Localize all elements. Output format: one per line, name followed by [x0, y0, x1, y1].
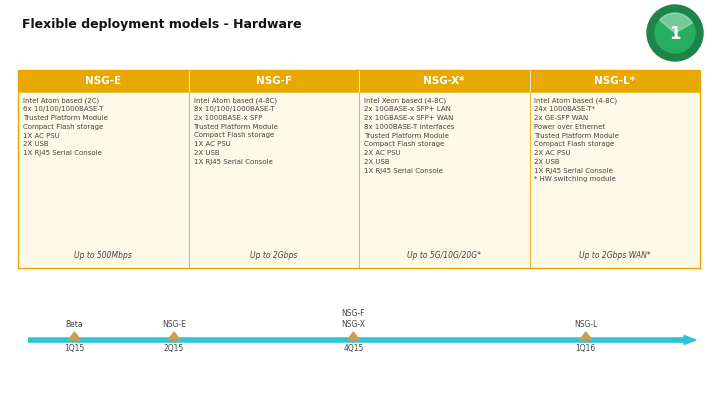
Polygon shape	[68, 332, 81, 340]
Text: 1Q16: 1Q16	[575, 344, 596, 353]
Text: 4Q15: 4Q15	[343, 344, 364, 353]
Text: 2Q15: 2Q15	[164, 344, 184, 353]
Text: NSG-E: NSG-E	[162, 320, 186, 329]
Polygon shape	[168, 332, 180, 340]
Text: NSG-L*: NSG-L*	[594, 76, 635, 86]
Polygon shape	[347, 332, 359, 340]
Text: NSG-X*: NSG-X*	[423, 76, 465, 86]
Bar	[359, 70, 529, 92]
Bar	[189, 92, 359, 268]
Polygon shape	[580, 332, 592, 340]
Bar	[359, 92, 529, 268]
Bar	[529, 70, 700, 92]
Circle shape	[655, 13, 695, 53]
Text: Up to 2Gbps: Up to 2Gbps	[250, 251, 297, 260]
Bar	[18, 70, 700, 268]
Bar	[18, 92, 189, 268]
FancyArrow shape	[680, 335, 696, 345]
Text: Intel Xeon based (4-8C)
2x 10GBASE-x SFP+ LAN
2x 10GBASE-x SFP+ WAN
8x 1000BASE-: Intel Xeon based (4-8C) 2x 10GBASE-x SFP…	[364, 97, 454, 173]
Text: NSG-E: NSG-E	[85, 76, 121, 86]
Bar	[529, 92, 700, 268]
Text: Intel Atom based (4-8C)
24x 1000BASE-T*
2x GE-SFP WAN
Power over Ethernet
Truste: Intel Atom based (4-8C) 24x 1000BASE-T* …	[534, 97, 619, 182]
Text: NSG-F: NSG-F	[256, 76, 292, 86]
Text: Intel Atom based (2C)
6x 10/100/1000BASE-T
Trusted Platform Module
Compact Flash: Intel Atom based (2C) 6x 10/100/1000BASE…	[23, 97, 108, 156]
Text: 1: 1	[670, 25, 680, 43]
Text: Up to 500Mbps: Up to 500Mbps	[74, 251, 132, 260]
Text: NSG-F
NSG-X: NSG-F NSG-X	[341, 309, 365, 329]
Bar	[18, 70, 189, 92]
Text: Up to 5G/10G/20G*: Up to 5G/10G/20G*	[408, 251, 481, 260]
Text: Beta: Beta	[66, 320, 84, 329]
Text: Up to 2Gbps WAN*: Up to 2Gbps WAN*	[579, 251, 651, 260]
Text: Flexible deployment models - Hardware: Flexible deployment models - Hardware	[22, 18, 302, 31]
Text: 1Q15: 1Q15	[64, 344, 85, 353]
Bar	[189, 70, 359, 92]
Text: Intel Atom based (4-8C)
8x 10/100/1000BASE-T
2x 1000BASE-x SFP
Trusted Platform : Intel Atom based (4-8C) 8x 10/100/1000BA…	[194, 97, 279, 165]
Wedge shape	[660, 13, 693, 33]
Circle shape	[647, 5, 703, 61]
Text: NSG-L: NSG-L	[574, 320, 598, 329]
